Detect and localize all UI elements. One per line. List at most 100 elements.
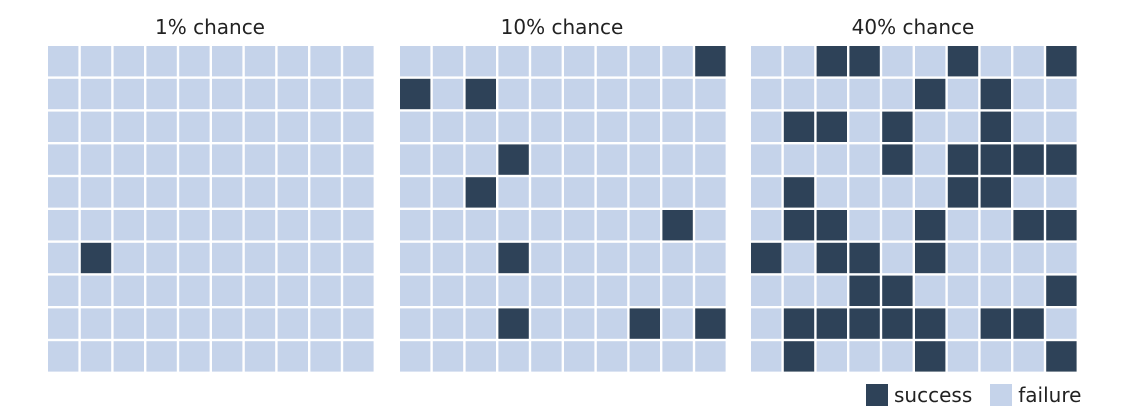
success-cell-p3-r9-c1 [783, 341, 815, 372]
failure-cell-p1-r9-c8 [310, 341, 341, 372]
failure-cell-p2-r8-c1 [432, 308, 464, 339]
failure-cell-p2-r5-c9 [695, 210, 726, 241]
failure-cell-p1-r2-c4 [179, 111, 210, 142]
failure-cell-p1-r6-c8 [310, 242, 341, 274]
failure-cell-p1-r0-c9 [343, 46, 374, 77]
failure-cell-p3-r3-c5 [915, 144, 946, 175]
waffle-grid-panel-3 [751, 46, 1077, 372]
failure-cell-p2-r5-c7 [629, 210, 660, 241]
success-cell-p3-r6-c2 [816, 242, 847, 274]
success-cell-p3-r3-c9 [1046, 144, 1077, 175]
failure-cell-p2-r3-c7 [629, 144, 660, 175]
failure-cell-p2-r6-c2 [465, 242, 496, 274]
failure-cell-p3-r9-c0 [751, 341, 782, 372]
failure-cell-p1-r8-c5 [212, 308, 243, 339]
failure-cell-p3-r0-c1 [783, 46, 815, 77]
success-cell-p2-r8-c3 [498, 308, 529, 339]
failure-cell-p2-r0-c6 [596, 46, 628, 77]
failure-cell-p1-r9-c6 [244, 341, 276, 372]
legend-label-failure: failure [1018, 383, 1082, 407]
failure-cell-p3-r7-c0 [751, 275, 782, 306]
failure-cell-p1-r2-c3 [146, 111, 177, 142]
failure-cell-p3-r9-c2 [816, 341, 847, 372]
success-cell-p3-r7-c3 [849, 275, 880, 306]
success-cell-p3-r8-c1 [783, 308, 815, 339]
failure-cell-p2-r3-c2 [465, 144, 496, 175]
failure-cell-p3-r7-c5 [915, 275, 946, 306]
failure-cell-p3-r5-c6 [947, 210, 979, 241]
failure-cell-p1-r5-c2 [113, 210, 144, 241]
failure-cell-p2-r4-c6 [596, 177, 628, 208]
failure-cell-p1-r2-c6 [244, 111, 276, 142]
failure-cell-p2-r8-c8 [662, 308, 693, 339]
failure-cell-p1-r1-c1 [80, 78, 112, 110]
failure-cell-p1-r3-c2 [113, 144, 144, 175]
failure-cell-p3-r3-c2 [816, 144, 847, 175]
failure-cell-p1-r3-c5 [212, 144, 243, 175]
failure-cell-p1-r0-c7 [277, 46, 308, 77]
failure-cell-p2-r8-c2 [465, 308, 496, 339]
success-cell-p2-r1-c2 [465, 78, 496, 110]
failure-cell-p1-r7-c0 [48, 275, 79, 306]
failure-cell-p2-r6-c0 [400, 242, 431, 274]
failure-cell-p1-r9-c1 [80, 341, 112, 372]
success-cell-p1-r6-c1 [80, 242, 112, 274]
failure-cell-p1-r4-c1 [80, 177, 112, 208]
failure-cell-p1-r1-c7 [277, 78, 308, 110]
success-cell-p3-r8-c8 [1013, 308, 1044, 339]
success-cell-p3-r0-c6 [947, 46, 979, 77]
failure-cell-p1-r2-c2 [113, 111, 144, 142]
failure-cell-p2-r7-c4 [531, 275, 562, 306]
success-cell-p3-r3-c7 [980, 144, 1011, 175]
failure-cell-p2-r3-c5 [564, 144, 595, 175]
failure-cell-p2-r0-c4 [531, 46, 562, 77]
failure-cell-p3-r0-c0 [751, 46, 782, 77]
failure-cell-p2-r6-c9 [695, 242, 726, 274]
success-cell-p2-r8-c9 [695, 308, 726, 339]
failure-cell-p3-r4-c2 [816, 177, 847, 208]
failure-cell-p1-r9-c5 [212, 341, 243, 372]
failure-cell-p2-r1-c8 [662, 78, 693, 110]
failure-cell-p1-r5-c4 [179, 210, 210, 241]
failure-cell-p1-r9-c0 [48, 341, 79, 372]
failure-cell-p1-r5-c5 [212, 210, 243, 241]
success-cell-p3-r9-c5 [915, 341, 946, 372]
failure-cell-p3-r4-c4 [882, 177, 913, 208]
failure-cell-p2-r2-c8 [662, 111, 693, 142]
success-cell-p3-r8-c5 [915, 308, 946, 339]
failure-cell-p3-r9-c8 [1013, 341, 1044, 372]
failure-cell-p2-r9-c8 [662, 341, 693, 372]
failure-cell-p1-r9-c2 [113, 341, 144, 372]
failure-cell-p1-r0-c0 [48, 46, 79, 77]
failure-cell-p2-r7-c2 [465, 275, 496, 306]
failure-cell-p2-r4-c9 [695, 177, 726, 208]
failure-cell-p1-r6-c2 [113, 242, 144, 274]
success-cell-p2-r8-c7 [629, 308, 660, 339]
failure-cell-p3-r7-c8 [1013, 275, 1044, 306]
failure-cell-p1-r3-c1 [80, 144, 112, 175]
legend-label-success: success [894, 383, 973, 407]
failure-cell-p1-r6-c3 [146, 242, 177, 274]
failure-cell-p1-r3-c8 [310, 144, 341, 175]
failure-cell-p1-r5-c0 [48, 210, 79, 241]
failure-cell-p2-r2-c7 [629, 111, 660, 142]
success-cell-p3-r8-c7 [980, 308, 1011, 339]
failure-cell-p3-r8-c9 [1046, 308, 1077, 339]
failure-cell-p1-r1-c6 [244, 78, 276, 110]
failure-cell-p2-r3-c4 [531, 144, 562, 175]
failure-cell-p2-r6-c6 [596, 242, 628, 274]
failure-cell-p1-r1-c8 [310, 78, 341, 110]
failure-cell-p1-r3-c3 [146, 144, 177, 175]
legend: success failure [866, 382, 1081, 408]
failure-cell-p3-r6-c8 [1013, 242, 1044, 274]
failure-cell-p1-r7-c8 [310, 275, 341, 306]
legend-item-success: success [866, 384, 972, 406]
failure-cell-p1-r0-c4 [179, 46, 210, 77]
failure-cell-p3-r5-c7 [980, 210, 1011, 241]
failure-cell-p3-r2-c0 [751, 111, 782, 142]
failure-cell-p1-r7-c4 [179, 275, 210, 306]
failure-cell-p3-r4-c5 [915, 177, 946, 208]
success-cell-p3-r7-c4 [882, 275, 913, 306]
failure-cell-p2-r4-c1 [432, 177, 464, 208]
